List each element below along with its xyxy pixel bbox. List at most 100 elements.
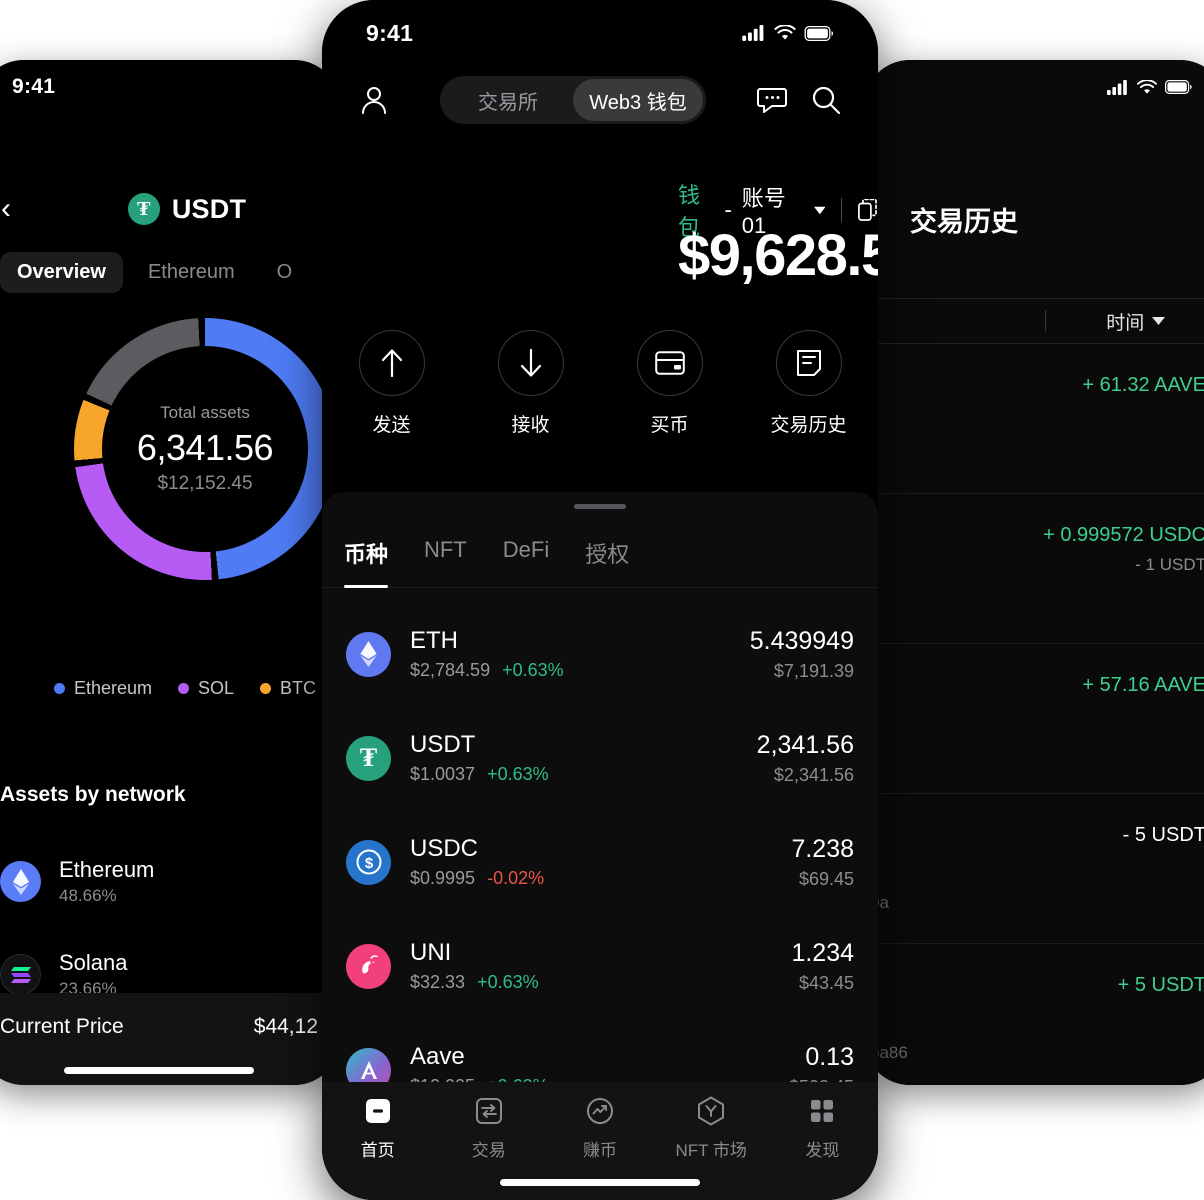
token-change: +0.63% xyxy=(502,660,564,680)
tab-tokens[interactable]: 币种 xyxy=(344,537,389,588)
earn-chart-icon xyxy=(583,1094,617,1128)
tab-defi[interactable]: DeFi xyxy=(502,537,550,562)
right-phone: 交易历史 时间 + 61.32 AAVE + 0.999572 USDC - 1 xyxy=(864,60,1204,1085)
token-symbol: UNI xyxy=(410,939,452,966)
token-meta: $1.0037 +0.63% xyxy=(410,764,738,785)
tab-overview[interactable]: Overview xyxy=(0,252,123,293)
filter-time[interactable]: 时间 xyxy=(1046,308,1204,335)
tab-other[interactable]: O xyxy=(276,261,293,283)
token-info: USDT $1.0037 +0.63% xyxy=(410,731,738,785)
center-phone-screen: 9:41 交易所 Web3 钱包 xyxy=(322,0,878,1200)
token-value: $2,341.56 xyxy=(773,764,854,785)
back-chevron-left-icon[interactable]: ‹ xyxy=(1,192,11,225)
chevron-down-icon xyxy=(813,206,826,214)
token-info: UNI $32.33 +0.63% xyxy=(410,939,772,993)
segment-exchange[interactable]: 交易所 xyxy=(478,91,538,114)
solana-logo-icon xyxy=(0,954,41,995)
status-time: 9:41 xyxy=(366,19,414,46)
table-row[interactable]: + 57.16 AAVE xyxy=(864,644,1204,794)
center-phone: 9:41 交易所 Web3 钱包 xyxy=(322,0,878,1200)
left-nav-title: ₮ USDT xyxy=(34,193,340,225)
token-value: $69.45 xyxy=(798,868,854,889)
current-price-label: Current Price xyxy=(0,1015,124,1038)
chat-bubble-icon[interactable] xyxy=(750,78,794,122)
tab-label: 首页 xyxy=(360,1141,395,1160)
copy-icon[interactable] xyxy=(858,199,878,221)
action-send[interactable]: 发送 xyxy=(322,330,461,437)
home-icon xyxy=(361,1094,395,1128)
table-row[interactable]: + 61.32 AAVE xyxy=(864,344,1204,494)
search-icon[interactable] xyxy=(804,78,848,122)
battery-icon xyxy=(804,25,834,41)
tab-discover[interactable]: 发现 xyxy=(767,1094,878,1161)
left-phone: 9:41 ‹ ₮ USDT Overview Ethereum O Total … xyxy=(0,60,340,1085)
donut-center-value: 6,341.56 xyxy=(136,427,274,468)
token-balance: 2,341.56 $2,341.56 xyxy=(757,731,854,786)
table-row[interactable]: - 5 USDT 0a xyxy=(864,794,1204,944)
segment-web3-wallet[interactable]: Web3 钱包 xyxy=(573,79,703,121)
legend-label: BTC xyxy=(280,678,317,698)
action-history[interactable]: 交易历史 xyxy=(739,330,878,437)
right-status-bar xyxy=(864,60,1204,114)
legend-label: Ethereum xyxy=(73,678,152,698)
token-symbol: USDT xyxy=(410,731,476,758)
legend-dot-icon xyxy=(178,683,189,694)
cellular-signal-icon xyxy=(742,25,764,41)
action-receive[interactable]: 接收 xyxy=(461,330,600,437)
sheet-grabber[interactable] xyxy=(574,504,626,509)
list-item[interactable]: UNI $32.33 +0.63% 1.234 $43.45 xyxy=(346,914,854,1018)
filter-bar: 时间 xyxy=(864,298,1204,344)
donut-center: Total assets 6,341.56 $12,152.45 xyxy=(102,346,308,552)
asset-text: Ethereum 48.66% xyxy=(59,857,154,906)
tab-label: 交易 xyxy=(471,1141,506,1160)
tx-amount: + 57.16 AAVE xyxy=(1082,674,1204,696)
status-icons xyxy=(1107,79,1192,95)
asset-name: Ethereum xyxy=(59,857,155,882)
asset-name: Solana xyxy=(59,950,128,975)
token-price: $1.0037 xyxy=(410,764,476,784)
tab-earn[interactable]: 赚币 xyxy=(544,1094,655,1161)
tab-nft-market[interactable]: NFT 市场 xyxy=(656,1094,767,1161)
center-top-bar: 交易所 Web3 钱包 xyxy=(322,72,878,128)
tx-amount: + 0.999572 USDC xyxy=(1043,524,1204,546)
battery-icon xyxy=(1165,80,1192,94)
wallet-account: 账号 01 xyxy=(741,186,786,238)
person-icon[interactable] xyxy=(352,78,396,122)
tab-ethereum[interactable]: Ethereum xyxy=(147,261,235,283)
document-list-icon xyxy=(775,330,842,396)
tab-trade[interactable]: 交易 xyxy=(433,1094,544,1161)
left-tab-strip: Overview Ethereum O xyxy=(0,252,340,293)
filter-time-label: 时间 xyxy=(1106,312,1145,334)
token-change: +0.63% xyxy=(487,764,549,784)
assets-by-network-title: Assets by network xyxy=(0,783,186,806)
usdc-logo-icon: $ xyxy=(346,839,391,885)
list-item[interactable]: $ USDC $0.9995 -0.02% 7.238 $69.45 xyxy=(346,810,854,914)
action-buy[interactable]: 买币 xyxy=(600,330,739,437)
tab-nft[interactable]: NFT xyxy=(424,537,467,562)
token-price: $32.33 xyxy=(410,972,466,992)
tx-sub: - 1 USDT xyxy=(1135,555,1204,574)
arrow-up-icon xyxy=(358,330,425,396)
list-item[interactable]: ₮ USDT $1.0037 +0.63% 2,341.56 $2,341.56 xyxy=(346,706,854,810)
mode-segmented-control: 交易所 Web3 钱包 xyxy=(440,76,706,124)
token-amount: 5.439949 xyxy=(749,626,854,655)
table-row[interactable]: + 0.999572 USDC - 1 USDT xyxy=(864,494,1204,644)
list-item[interactable]: Ethereum 48.66% xyxy=(0,835,340,928)
tab-home[interactable]: 首页 xyxy=(322,1094,433,1161)
wifi-icon xyxy=(1137,79,1157,94)
left-phone-screen: 9:41 ‹ ₮ USDT Overview Ethereum O Total … xyxy=(0,60,340,1085)
table-row[interactable]: + 5 USDT ba86 xyxy=(864,944,1204,1085)
tx-hash: ba86 xyxy=(870,1043,908,1062)
action-label: 买币 xyxy=(650,415,689,436)
ethereum-logo-icon xyxy=(0,861,41,902)
wallet-selector[interactable]: 钱包 - 账号 01 xyxy=(678,178,878,242)
list-item[interactable]: ETH $2,784.59 +0.63% 5.439949 $7,191.39 xyxy=(346,602,854,706)
tab-approvals[interactable]: 授权 xyxy=(585,542,630,567)
wifi-icon xyxy=(774,25,796,40)
token-price: $0.9995 xyxy=(410,868,476,888)
divider xyxy=(841,198,842,222)
token-list: ETH $2,784.59 +0.63% 5.439949 $7,191.39 xyxy=(322,588,878,1122)
action-label: 接收 xyxy=(511,415,550,436)
exchange-icon xyxy=(472,1094,506,1128)
current-price-value: $44,12 xyxy=(253,1015,318,1038)
